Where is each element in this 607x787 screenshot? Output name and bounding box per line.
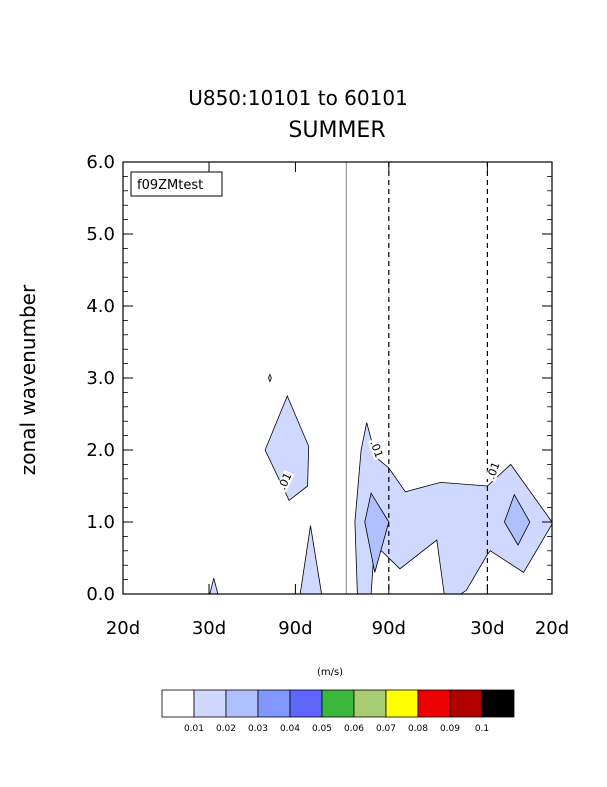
colorbar-label: 0.04 (280, 724, 300, 734)
contour-labels: .01.01.01 (275, 437, 503, 493)
x-tick-label: 20d (106, 618, 140, 639)
colorbar-swatch (257, 689, 291, 718)
colorbar-swatch (289, 689, 323, 718)
y-tick-label: 0.0 (86, 584, 115, 605)
colorbar-swatch (385, 689, 419, 718)
colorbar-label: 0.03 (248, 724, 268, 734)
contour-label-bg (367, 437, 385, 461)
contour-label-bg (484, 459, 503, 483)
contour-label: .01 (484, 460, 502, 481)
x-tick-label: 30d (470, 618, 504, 639)
contour-label: .01 (367, 439, 385, 460)
y-axis-label: zonal wavenumber (16, 284, 40, 475)
contour-label-group: .01 (367, 437, 385, 461)
colorbar-label: 0.05 (312, 724, 332, 734)
x-tick-label: 20d (535, 618, 569, 639)
chart-subtitle: SUMMER (288, 118, 385, 143)
chart-title: U850:10101 to 60101 (188, 86, 408, 110)
x-tick-label: 90d (372, 618, 406, 639)
y-tick-label: 2.0 (86, 440, 115, 461)
reference-lines (345, 162, 488, 594)
colorbar-label: 0.1 (475, 724, 489, 734)
axis-ticks: 0.0 1.0 2.0 3.0 4.0 5.0 6.0 20d 30d 90d 90d 30d 20d (86, 152, 569, 639)
y-tick-label: 4.0 (86, 296, 115, 317)
colorbar-label: 0.01 (184, 724, 204, 734)
contour-region (268, 373, 272, 383)
colorbar-unit: (m/s) (317, 667, 343, 678)
colorbar-swatch (321, 689, 355, 718)
contour-label-bg (275, 469, 295, 493)
colorbar-label: 0.06 (344, 724, 364, 734)
y-tick-label: 3.0 (86, 368, 115, 389)
colorbar-swatch (225, 689, 259, 718)
colorbar-label: 0.08 (408, 724, 428, 734)
colorbar-swatch (161, 689, 195, 718)
colorbar-swatch (193, 689, 227, 718)
y-tick-label: 6.0 (86, 152, 115, 173)
x-tick-label: 90d (278, 618, 312, 639)
y-tick-label: 5.0 (86, 224, 115, 245)
colorbar-swatch (417, 689, 451, 718)
x-tick-label: 30d (192, 618, 226, 639)
colorbar-label: 0.02 (216, 724, 236, 734)
colorbar-label: 0.09 (440, 724, 460, 734)
colorbar-swatch (449, 689, 483, 718)
colorbar: 0.01 0.02 0.03 0.04 0.05 0.06 0.07 0.08 0.09 0.1 (161, 689, 515, 734)
contour-region (503, 493, 531, 546)
contour-region (364, 492, 390, 573)
contour-region (209, 578, 219, 595)
contour-label-group: .01 (484, 459, 503, 483)
colorbar-label: 0.07 (376, 724, 396, 734)
contour-region (299, 525, 323, 595)
contour-regions (122, 360, 553, 595)
case-label: f09ZMtest (137, 178, 203, 193)
colorbar-swatch (481, 689, 515, 718)
colorbar-swatch (353, 689, 387, 718)
y-tick-label: 1.0 (86, 512, 115, 533)
case-label-box: f09ZMtest (130, 171, 223, 197)
